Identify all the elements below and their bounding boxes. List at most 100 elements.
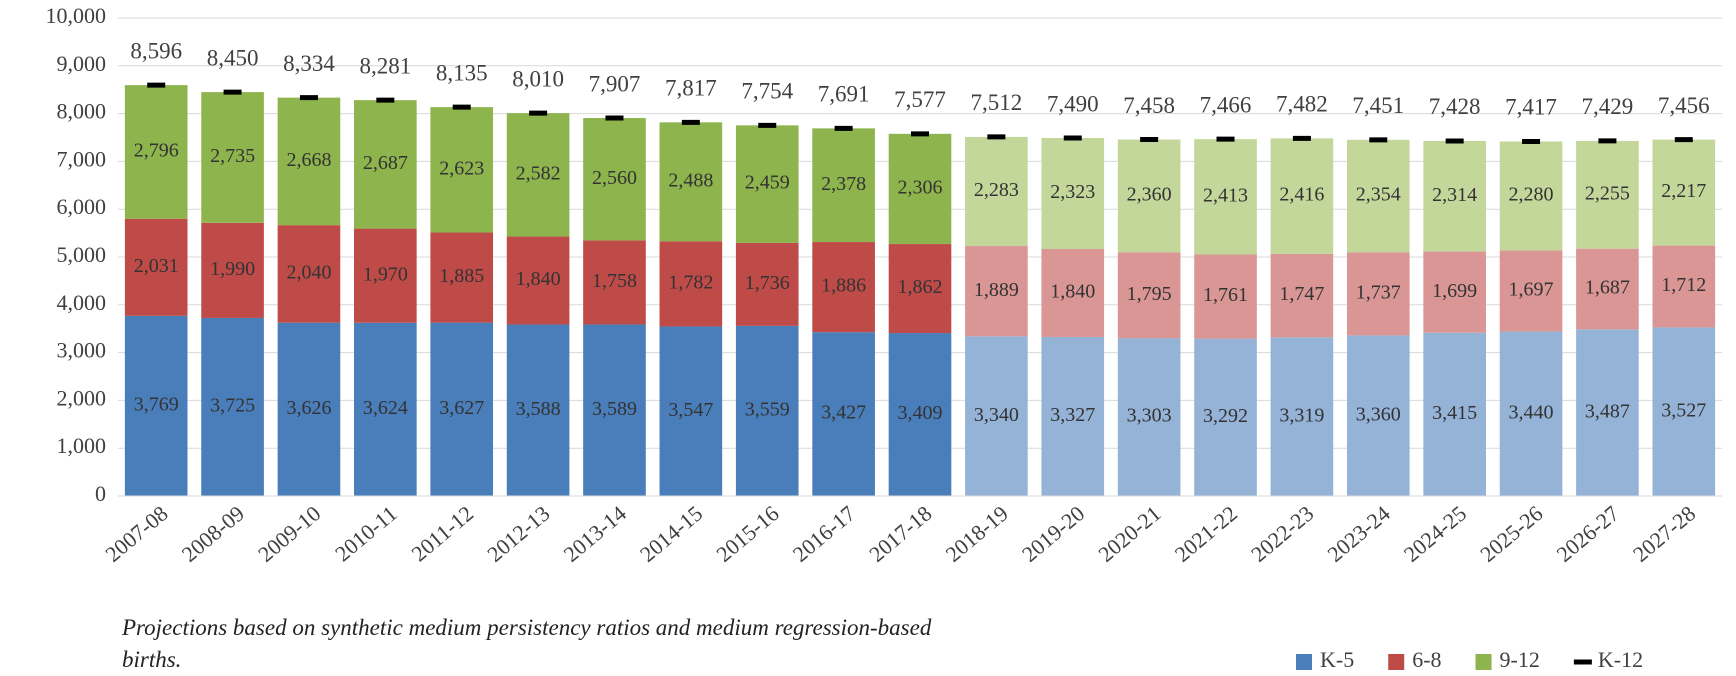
segment-label: 3,319 — [1279, 404, 1324, 426]
bar-segment — [1041, 249, 1105, 337]
segment-label: 3,769 — [134, 394, 179, 416]
segment-label: 3,527 — [1661, 399, 1706, 421]
bar-segment — [1652, 245, 1716, 328]
segment-label: 3,427 — [821, 402, 866, 424]
x-tick-label: 2027-28 — [1628, 501, 1700, 567]
segment-label: 2,323 — [1050, 181, 1095, 203]
x-tick-label: 2011-12 — [407, 501, 479, 567]
x-tick-label: 2015-16 — [711, 501, 783, 567]
segment-label: 1,747 — [1279, 283, 1324, 305]
bar-segment — [659, 241, 723, 327]
bar-segment — [201, 222, 264, 318]
segment-label: 2,416 — [1279, 184, 1324, 206]
segment-label: 3,626 — [286, 397, 331, 419]
bar-segment — [1499, 331, 1563, 496]
bar-segment — [812, 128, 875, 243]
bar-segment — [506, 236, 570, 325]
bar-segment — [888, 244, 952, 334]
bar-segment — [735, 125, 799, 243]
total-label: 7,754 — [741, 79, 793, 104]
segment-label: 3,725 — [210, 395, 255, 417]
legend-swatch — [1475, 654, 1492, 670]
segment-label: 1,840 — [516, 268, 561, 290]
bar-segment — [1499, 250, 1563, 332]
y-tick-label: 3,000 — [57, 338, 107, 363]
bar-segment — [277, 322, 341, 496]
bar-segment — [1652, 139, 1716, 246]
legend-swatch — [1388, 654, 1405, 670]
segment-label: 3,409 — [898, 402, 943, 424]
bar-segment — [354, 100, 417, 229]
bar-segment — [1270, 138, 1334, 254]
segment-label: 2,582 — [516, 162, 561, 184]
x-tick-label: 2013-14 — [559, 501, 631, 567]
bar-segment — [965, 336, 1028, 496]
segment-label: 1,761 — [1203, 284, 1248, 306]
segment-label: 1,712 — [1661, 274, 1706, 296]
bar-segment — [1194, 338, 1257, 496]
legend-swatch — [1296, 654, 1312, 670]
segment-label: 3,415 — [1432, 402, 1477, 424]
bar-segment — [659, 326, 723, 496]
bar-segment — [1117, 252, 1181, 339]
x-tick-label: 2024-25 — [1399, 501, 1471, 567]
bar-segment — [735, 325, 799, 496]
y-tick-label: 6,000 — [57, 194, 107, 219]
x-tick-label: 2008-09 — [177, 501, 249, 567]
bar-segment — [812, 242, 875, 333]
bar-segment — [1270, 337, 1334, 496]
segment-label: 2,378 — [821, 173, 866, 195]
bar-segment — [1346, 335, 1410, 496]
segment-label: 2,488 — [668, 169, 713, 191]
segment-label: 3,624 — [363, 397, 408, 419]
segment-label: 3,627 — [439, 397, 484, 419]
bar-segment — [430, 232, 494, 323]
bar-segment — [1346, 139, 1410, 253]
segment-label: 2,796 — [134, 140, 179, 162]
segment-label: 3,360 — [1356, 403, 1401, 425]
y-tick-label: 8,000 — [57, 99, 107, 124]
total-label: 8,450 — [207, 45, 259, 70]
total-label: 7,490 — [1047, 91, 1099, 116]
segment-label: 3,340 — [974, 404, 1019, 426]
bar-segment — [1652, 327, 1716, 496]
bar-segment — [659, 122, 723, 242]
bar-segment — [1576, 248, 1639, 330]
total-label: 8,281 — [359, 53, 411, 78]
x-tick-label: 2012-13 — [482, 501, 554, 567]
bar-segment — [583, 240, 646, 325]
segment-label: 1,889 — [974, 279, 1019, 301]
x-tick-label: 2023-24 — [1323, 501, 1395, 567]
bar-segment — [1576, 329, 1639, 496]
bar-segment — [124, 218, 188, 316]
x-tick-label: 2017-18 — [864, 501, 936, 567]
x-tick-label: 2014-15 — [635, 501, 707, 567]
segment-label: 1,736 — [745, 272, 790, 294]
total-label: 7,691 — [818, 82, 870, 107]
bar-segment — [965, 136, 1028, 247]
total-label: 7,817 — [665, 76, 717, 101]
segment-label: 3,327 — [1050, 404, 1095, 426]
bar-segment — [1346, 252, 1410, 336]
x-tick-label: 2021-22 — [1170, 501, 1242, 567]
y-tick-label: 10,000 — [46, 3, 107, 28]
legend-label: K-5 — [1320, 647, 1354, 672]
y-tick-label: 1,000 — [57, 433, 107, 458]
segment-label: 2,255 — [1585, 182, 1630, 204]
x-tick-label: 2019-20 — [1017, 501, 1089, 567]
segment-label: 1,840 — [1050, 281, 1095, 303]
x-tick-label: 2018-19 — [941, 501, 1013, 567]
segment-label: 2,623 — [439, 157, 484, 179]
segment-label: 1,782 — [668, 271, 713, 293]
segment-label: 3,292 — [1203, 405, 1248, 427]
total-label: 7,458 — [1123, 93, 1175, 118]
y-tick-label: 7,000 — [57, 146, 107, 171]
bar-segment — [430, 107, 494, 233]
legend-label: K-12 — [1598, 647, 1643, 672]
total-label: 7,429 — [1582, 94, 1634, 119]
segment-label: 3,559 — [745, 399, 790, 421]
bar-segment — [1194, 254, 1257, 339]
bar-segment — [1499, 141, 1563, 251]
legend-label: 6-8 — [1412, 647, 1441, 672]
